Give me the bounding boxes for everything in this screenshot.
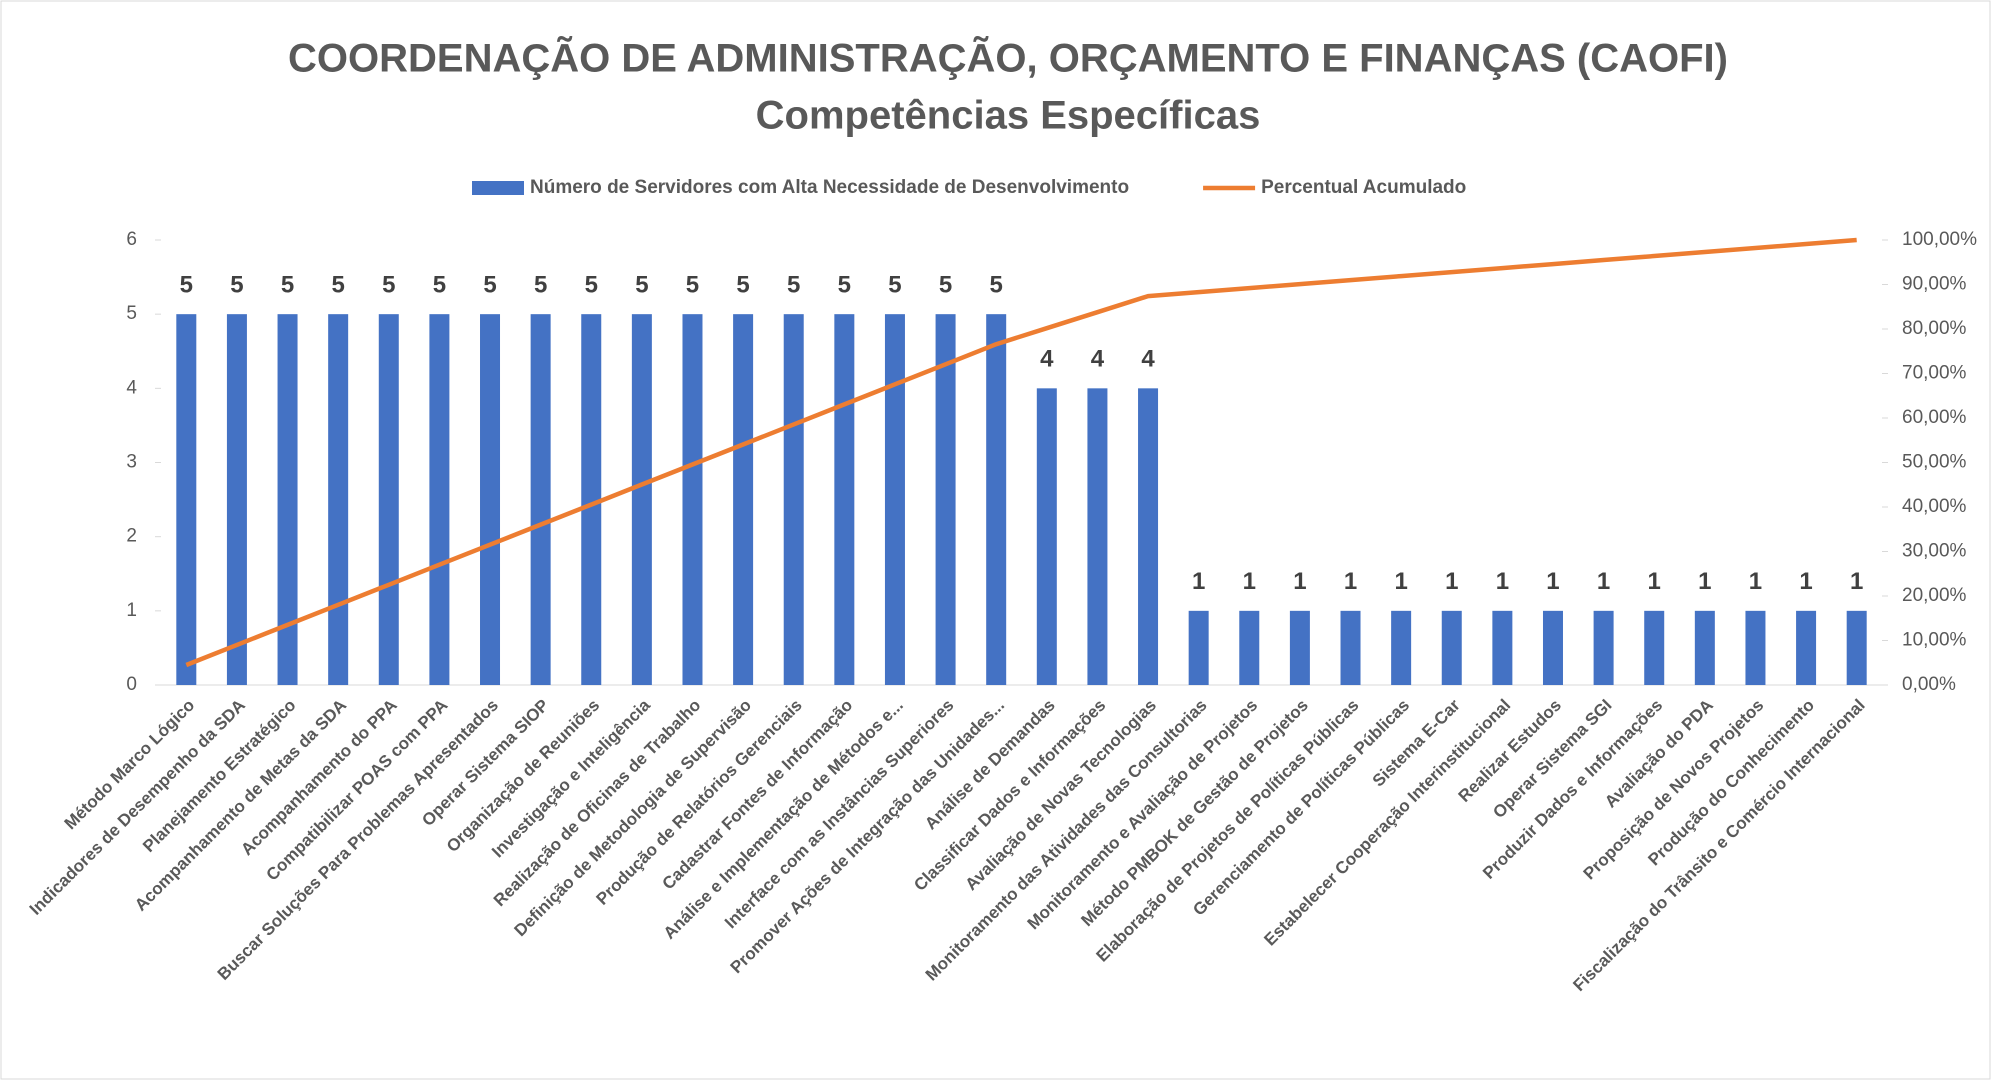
y2-tick-label: 0,00% bbox=[1902, 674, 1956, 695]
bar bbox=[378, 314, 399, 685]
bar bbox=[1036, 388, 1057, 685]
y-tick-label: 4 bbox=[126, 377, 137, 398]
y-tick-label: 6 bbox=[126, 229, 137, 250]
data-label: 1 bbox=[1293, 568, 1306, 595]
bar bbox=[682, 314, 703, 685]
bar bbox=[733, 314, 754, 685]
data-label: 5 bbox=[585, 272, 598, 299]
chart-subtitle: Competências Específicas bbox=[756, 94, 1261, 138]
data-label: 5 bbox=[635, 272, 648, 299]
data-label: 1 bbox=[1344, 568, 1357, 595]
data-label: 4 bbox=[1141, 346, 1155, 373]
data-label: 1 bbox=[1546, 568, 1559, 595]
bar bbox=[1239, 610, 1260, 685]
bar bbox=[1745, 610, 1766, 685]
data-label: 5 bbox=[990, 272, 1003, 299]
y2-tick-label: 80,00% bbox=[1902, 318, 1967, 339]
data-label: 1 bbox=[1850, 568, 1863, 595]
bar bbox=[986, 314, 1007, 685]
data-label: 5 bbox=[281, 272, 294, 299]
bar bbox=[1188, 610, 1209, 685]
y2-tick-label: 70,00% bbox=[1902, 363, 1967, 384]
y2-tick-label: 40,00% bbox=[1902, 496, 1967, 517]
data-label: 4 bbox=[1040, 346, 1054, 373]
data-label: 5 bbox=[483, 272, 496, 299]
data-label: 1 bbox=[1648, 568, 1661, 595]
bar bbox=[277, 314, 298, 685]
data-label: 5 bbox=[331, 272, 344, 299]
bar bbox=[783, 314, 804, 685]
bar bbox=[1441, 610, 1462, 685]
data-label: 5 bbox=[939, 272, 952, 299]
y2-tick-label: 30,00% bbox=[1902, 541, 1967, 562]
bar bbox=[1492, 610, 1513, 685]
bar bbox=[328, 314, 349, 685]
y2-tick-label: 50,00% bbox=[1902, 452, 1967, 473]
data-label: 5 bbox=[230, 272, 243, 299]
bar bbox=[530, 314, 551, 685]
data-label: 5 bbox=[888, 272, 901, 299]
data-label: 5 bbox=[787, 272, 800, 299]
data-label: 5 bbox=[838, 272, 851, 299]
bar bbox=[1796, 610, 1817, 685]
bar bbox=[176, 314, 197, 685]
data-label: 5 bbox=[382, 272, 395, 299]
bar bbox=[1694, 610, 1715, 685]
y-tick-label: 5 bbox=[126, 303, 137, 324]
data-label: 5 bbox=[534, 272, 547, 299]
bar bbox=[1593, 610, 1614, 685]
bar bbox=[935, 314, 956, 685]
data-label: 1 bbox=[1192, 568, 1205, 595]
data-label: 1 bbox=[1496, 568, 1509, 595]
bar bbox=[1391, 610, 1412, 685]
line bbox=[185, 237, 1857, 668]
y2-tick-label: 100,00% bbox=[1902, 229, 1977, 250]
bar bbox=[1644, 610, 1665, 685]
data-label: 4 bbox=[1091, 346, 1105, 373]
bar bbox=[631, 314, 652, 685]
y2-tick-label: 90,00% bbox=[1902, 274, 1967, 295]
y-tick-label: 0 bbox=[126, 674, 137, 695]
data-label: 5 bbox=[686, 272, 699, 299]
bar bbox=[1846, 610, 1867, 685]
data-label: 1 bbox=[1445, 568, 1458, 595]
chart-title: COORDENAÇÃO DE ADMINISTRAÇÃO, ORÇAMENTO … bbox=[288, 35, 1728, 81]
legend-label: Número de Servidores com Alta Necessidad… bbox=[530, 177, 1129, 198]
legend-swatch bbox=[472, 181, 524, 195]
data-label: 5 bbox=[736, 272, 749, 299]
y2-tick-label: 10,00% bbox=[1902, 630, 1967, 651]
y2-tick-label: 60,00% bbox=[1902, 407, 1967, 428]
bar bbox=[226, 314, 247, 685]
legend-label: Percentual Acumulado bbox=[1261, 177, 1466, 198]
data-label: 5 bbox=[433, 272, 446, 299]
y2-tick-label: 20,00% bbox=[1902, 585, 1967, 606]
data-label: 1 bbox=[1597, 568, 1610, 595]
data-label: 1 bbox=[1749, 568, 1762, 595]
y-tick-label: 2 bbox=[126, 526, 137, 547]
bar bbox=[429, 314, 450, 685]
y-tick-label: 1 bbox=[126, 600, 137, 621]
data-label: 5 bbox=[180, 272, 193, 299]
data-label: 1 bbox=[1243, 568, 1256, 595]
data-label: 1 bbox=[1799, 568, 1812, 595]
bar bbox=[1289, 610, 1310, 685]
bar bbox=[1138, 388, 1159, 685]
bar bbox=[1542, 610, 1563, 685]
bar bbox=[884, 314, 905, 685]
y-tick-label: 3 bbox=[126, 452, 137, 473]
bar bbox=[480, 314, 501, 685]
bar bbox=[1087, 388, 1108, 685]
bar bbox=[1340, 610, 1361, 685]
bar bbox=[834, 314, 855, 685]
data-label: 1 bbox=[1394, 568, 1407, 595]
bar bbox=[581, 314, 602, 685]
data-label: 1 bbox=[1698, 568, 1711, 595]
